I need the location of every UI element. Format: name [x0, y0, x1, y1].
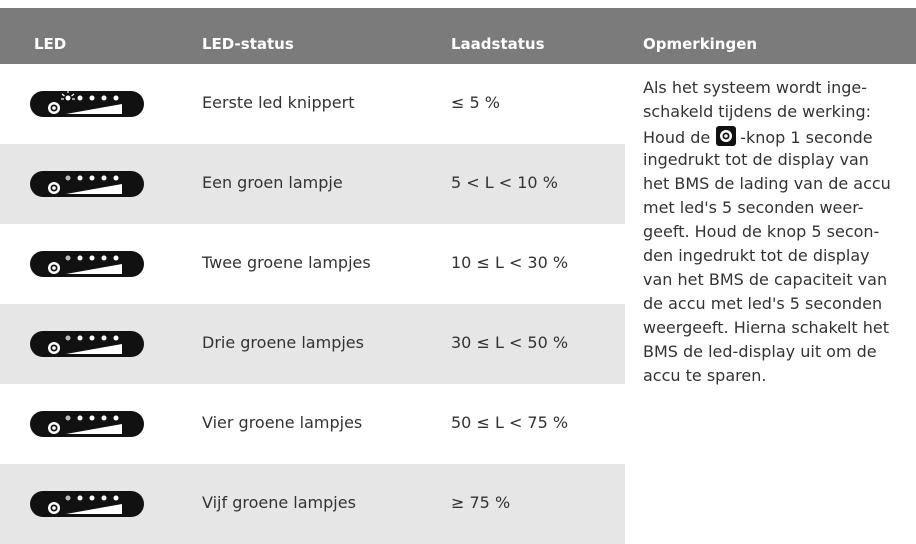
table-row: Drie groene lampjes 30 ≤ L < 50 %	[0, 304, 625, 384]
charge-cell: 10 ≤ L < 30 %	[451, 253, 569, 272]
header-cell: LED-status	[202, 35, 294, 53]
remark-line: schakeld tijdens de werking:	[643, 102, 872, 121]
remark-line: BMS de led-display uit om de	[643, 342, 877, 361]
led-cell	[30, 329, 146, 363]
table-header: LED LED-status Laadstatus Opmerkingen	[0, 8, 916, 64]
led-icon	[30, 491, 144, 517]
charge-cell: 30 ≤ L < 50 %	[451, 333, 569, 352]
charge-cell: 50 ≤ L < 75 %	[451, 413, 569, 432]
status-cell: Een groen lampje	[202, 173, 343, 192]
led-icon	[30, 411, 144, 437]
remark-line: van het BMS de capaciteit van	[643, 270, 888, 289]
led-cell	[30, 409, 146, 443]
table-row: Vijf groene lampjes ≥ 75 %	[0, 464, 625, 544]
remark-line: weergeeft. Hierna schakelt het	[643, 318, 890, 337]
header-cell: Laadstatus	[451, 35, 545, 53]
remark-line: geeft. Houd de knop 5 secon-	[643, 222, 880, 241]
charge-cell: 5 < L < 10 %	[451, 173, 558, 192]
status-cell: Drie groene lampjes	[202, 333, 364, 352]
charge-cell: ≥ 75 %	[451, 493, 511, 512]
status-cell: Eerste led knippert	[202, 93, 355, 112]
led-icon	[30, 90, 144, 117]
button-icon	[716, 126, 737, 150]
header-cell: Opmerkingen	[643, 35, 758, 53]
status-cell: Vier groene lampjes	[202, 413, 363, 432]
remark-line: de accu met led's 5 seconden	[643, 294, 883, 313]
remark-line: accu te sparen.	[643, 366, 767, 385]
header-cell: LED	[34, 35, 67, 53]
remark-line: Houd de -knop 1 seconde	[643, 126, 873, 150]
led-icon	[30, 251, 144, 277]
led-cell	[30, 249, 146, 283]
remark-line: het BMS de lading van de accu	[643, 174, 891, 193]
table-row: Eerste led knippert ≤ 5 %	[0, 64, 625, 144]
remark-text: -knop 1 seconde	[740, 128, 873, 147]
charge-cell: ≤ 5 %	[451, 93, 500, 112]
remark-line: met led's 5 seconden weer-	[643, 198, 864, 217]
led-icon	[30, 171, 144, 197]
remark-line: Als het systeem wordt inge-	[643, 78, 867, 97]
remark-line: ingedrukt tot de display van	[643, 150, 869, 169]
led-icon	[30, 331, 144, 357]
status-cell: Twee groene lampjes	[202, 253, 371, 272]
status-cell: Vijf groene lampjes	[202, 493, 356, 512]
led-cell	[30, 169, 146, 203]
led-cell	[30, 89, 146, 123]
led-cell	[30, 489, 146, 523]
remark-line: den ingedrukt tot de display	[643, 246, 870, 265]
table-row: Vier groene lampjes 50 ≤ L < 75 %	[0, 384, 625, 464]
table-row: Een groen lampje 5 < L < 10 %	[0, 144, 625, 224]
table-row: Twee groene lampjes 10 ≤ L < 30 %	[0, 224, 625, 304]
remark-text: Houd de	[643, 128, 711, 147]
